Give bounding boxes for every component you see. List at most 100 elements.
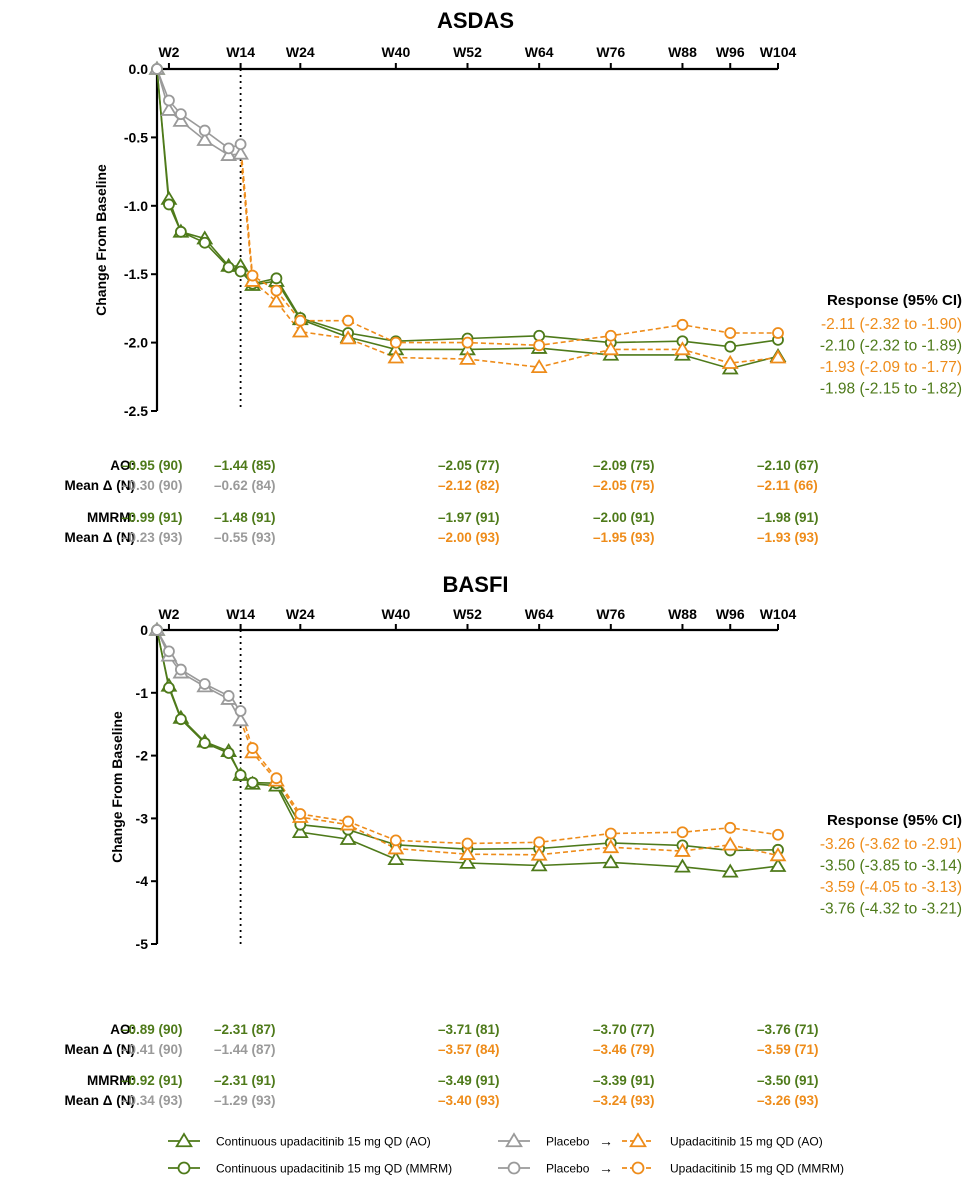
- legend-marker: [631, 1161, 645, 1175]
- table-cell: –0.89 (90): [121, 1022, 183, 1037]
- data-point-pbo_mmrm: [222, 142, 235, 155]
- data-point-cont_mmrm: [222, 261, 235, 274]
- response-value: -3.26 (-3.62 to -2.91): [820, 836, 962, 853]
- data-point-upa_mmrm: [294, 808, 307, 820]
- legend-marker: [505, 1132, 523, 1148]
- data-point-upa_ao: [268, 293, 285, 308]
- legend-label: Placebo: [546, 1135, 590, 1149]
- legend-label: Upadacitinib 15 mg QD (AO): [670, 1135, 823, 1149]
- x-tick-label: W104: [760, 44, 797, 60]
- table-cell: –0.23 (93): [121, 530, 183, 545]
- data-point-upa_mmrm: [270, 772, 283, 785]
- data-point-upa_mmrm: [533, 836, 546, 849]
- y-tick-label: -1: [136, 685, 149, 701]
- table-row-label: MMRM:: [87, 510, 135, 525]
- table-cell: –1.97 (91): [438, 510, 500, 525]
- data-point-upa_mmrm: [533, 339, 546, 352]
- legend-marker: [175, 1132, 193, 1148]
- table-cell: –3.71 (81): [438, 1022, 500, 1037]
- data-point-upa_mmrm: [246, 269, 259, 282]
- data-point-upa_mmrm: [342, 314, 354, 327]
- table-cell: –2.09 (75): [593, 458, 655, 473]
- data-point-upa_mmrm: [724, 327, 737, 339]
- data-point-upa_mmrm: [676, 318, 689, 331]
- table-cell: –0.30 (90): [121, 478, 183, 493]
- table-cell: –0.34 (93): [121, 1093, 183, 1108]
- y-tick-label: -1.0: [124, 198, 148, 214]
- data-point-pbo_ao: [232, 145, 250, 160]
- y-tick-label: -1.5: [124, 266, 148, 282]
- response-value: -3.50 (-3.85 to -3.14): [820, 858, 962, 875]
- y-tick-label: -2.0: [124, 335, 148, 351]
- x-tick-label: W76: [596, 606, 625, 622]
- data-point-upa_mmrm: [294, 314, 307, 327]
- data-point-upa_mmrm: [604, 827, 617, 840]
- y-tick-label: 0: [140, 622, 148, 638]
- x-tick-label: W14: [226, 44, 255, 60]
- data-point-upa_mmrm: [772, 828, 784, 841]
- data-point-upa_mmrm: [461, 837, 474, 850]
- data-point-upa_ao: [721, 836, 739, 851]
- series-line-cont_mmrm: [156, 629, 779, 852]
- table-cell: –0.62 (84): [214, 478, 276, 493]
- y-tick-label: -5: [136, 936, 149, 952]
- table-cell: –1.98 (91): [757, 510, 819, 525]
- table-cell: –1.95 (93): [593, 530, 655, 545]
- x-tick-label: W24: [286, 44, 315, 60]
- data-point-upa_ao: [674, 842, 691, 857]
- y-tick-label: -2: [136, 748, 149, 764]
- legend-marker: [629, 1132, 647, 1148]
- data-point-cont_ao: [459, 854, 476, 869]
- data-point-cont_mmrm: [198, 737, 211, 749]
- series-line-upa_mmrm: [239, 144, 778, 347]
- data-point-upa_ao: [291, 323, 309, 338]
- chart-title: BASFI: [443, 572, 509, 597]
- series-line-upa_mmrm: [239, 710, 779, 845]
- data-point-cont_mmrm: [724, 340, 737, 353]
- x-tick-label: W104: [760, 606, 797, 622]
- data-point-upa_mmrm: [772, 327, 784, 339]
- data-point-upa_ao: [387, 349, 405, 364]
- table-cell: –3.46 (79): [593, 1042, 655, 1057]
- x-tick-label: W88: [668, 606, 697, 622]
- table-cell: –2.31 (87): [214, 1022, 276, 1037]
- x-tick-label: W88: [668, 44, 697, 60]
- response-value: -2.10 (-2.32 to -1.89): [820, 338, 962, 355]
- x-tick-label: W64: [525, 44, 554, 60]
- data-point-upa_mmrm: [724, 821, 737, 834]
- table-cell: –2.11 (66): [757, 478, 818, 493]
- legend-label: Continuous upadacitinib 15 mg QD (MMRM): [216, 1162, 452, 1176]
- table-cell: –1.93 (93): [757, 530, 819, 545]
- data-point-upa_ao: [459, 350, 476, 365]
- legend-label: Upadacitinib 15 mg QD (MMRM): [670, 1162, 844, 1176]
- x-tick-label: W96: [716, 606, 745, 622]
- legend-marker: [507, 1161, 521, 1175]
- response-value: -1.98 (-2.15 to -1.82): [820, 381, 962, 398]
- y-tick-label: 0.0: [129, 61, 149, 77]
- data-point-cont_ao: [291, 823, 309, 838]
- legend: Continuous upadacitinib 15 mg QD (AO) Pla…: [168, 1132, 844, 1176]
- y-tick-label: -0.5: [124, 129, 148, 145]
- table-cell: –2.00 (91): [593, 510, 655, 525]
- x-tick-label: W40: [381, 44, 410, 60]
- data-point-cont_ao: [530, 857, 548, 872]
- data-point-pbo_ao: [232, 712, 250, 727]
- data-point-upa_mmrm: [604, 329, 617, 342]
- table-row-label: Mean Δ (N): [65, 1042, 135, 1057]
- data-point-cont_mmrm: [174, 225, 187, 238]
- data-point-upa_mmrm: [389, 834, 402, 847]
- data-point-pbo_mmrm: [198, 678, 211, 690]
- data-point-cont_mmrm: [174, 713, 187, 726]
- table-cell: –3.59 (71): [757, 1042, 819, 1057]
- table-cell: –0.99 (91): [121, 510, 183, 525]
- table-row-label: Mean Δ (N): [65, 530, 135, 545]
- y-tick-label: -3: [136, 810, 149, 826]
- data-point-pbo_mmrm: [151, 624, 163, 636]
- data-point-upa_ao: [602, 839, 620, 854]
- table-row-label: Mean Δ (N): [65, 1093, 135, 1108]
- data-point-upa_mmrm: [246, 742, 259, 754]
- chart-1: BASFI Change From Baseline W2 W14 W24 W40 W52 W…: [65, 572, 962, 1108]
- data-point-cont_mmrm: [234, 769, 247, 781]
- data-point-upa_ao: [674, 341, 691, 356]
